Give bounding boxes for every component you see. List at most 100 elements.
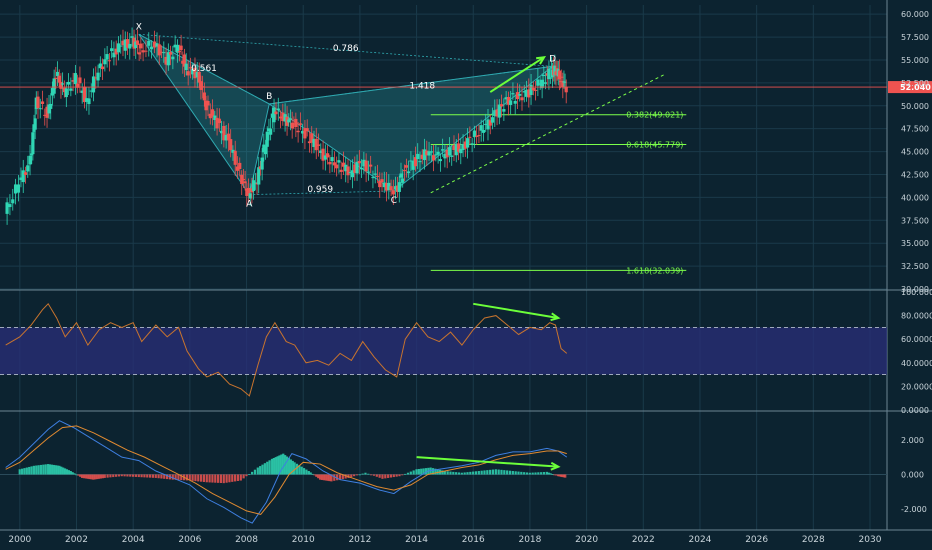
candle[interactable]: [215, 117, 219, 129]
candle[interactable]: [96, 72, 100, 81]
candle[interactable]: [210, 109, 215, 117]
candle[interactable]: [54, 77, 58, 80]
candle[interactable]: [542, 74, 546, 77]
candle[interactable]: [164, 56, 168, 65]
candle[interactable]: [94, 77, 98, 79]
signal-line[interactable]: [5, 425, 567, 515]
candle[interactable]: [513, 100, 517, 104]
candle[interactable]: [384, 182, 389, 191]
candle[interactable]: [401, 178, 405, 183]
candle[interactable]: [373, 173, 377, 175]
candle[interactable]: [150, 46, 154, 50]
candle[interactable]: [538, 83, 542, 85]
candle[interactable]: [76, 83, 80, 88]
candle[interactable]: [130, 36, 134, 38]
candle[interactable]: [263, 146, 268, 155]
candle[interactable]: [26, 165, 30, 172]
candle[interactable]: [272, 107, 276, 123]
candle[interactable]: [82, 86, 87, 103]
candle[interactable]: [447, 147, 452, 156]
candle[interactable]: [125, 39, 130, 48]
candle[interactable]: [564, 86, 568, 93]
candle[interactable]: [488, 120, 492, 126]
candle[interactable]: [310, 133, 314, 143]
candle[interactable]: [159, 51, 164, 53]
candle[interactable]: [558, 81, 563, 83]
candle[interactable]: [557, 70, 562, 80]
candle[interactable]: [346, 166, 350, 176]
candle[interactable]: [319, 150, 323, 153]
candle[interactable]: [110, 48, 114, 52]
candle[interactable]: [85, 98, 89, 102]
candle[interactable]: [292, 123, 296, 125]
candle[interactable]: [139, 43, 143, 49]
candle[interactable]: [502, 109, 506, 112]
candle[interactable]: [330, 157, 334, 162]
candle[interactable]: [222, 125, 226, 141]
candle[interactable]: [112, 52, 116, 58]
candle[interactable]: [350, 170, 355, 178]
candle[interactable]: [78, 77, 82, 84]
candle[interactable]: [427, 151, 431, 156]
candle[interactable]: [179, 45, 183, 51]
candle[interactable]: [162, 52, 166, 54]
candle[interactable]: [298, 123, 302, 125]
candle[interactable]: [360, 167, 364, 170]
candle[interactable]: [441, 149, 445, 151]
candle[interactable]: [191, 69, 195, 75]
candle[interactable]: [283, 114, 287, 122]
candle[interactable]: [353, 164, 357, 173]
candle[interactable]: [312, 138, 316, 147]
candle[interactable]: [387, 182, 391, 191]
candle[interactable]: [314, 138, 318, 151]
candle[interactable]: [105, 54, 109, 60]
candle[interactable]: [224, 134, 228, 141]
candle[interactable]: [335, 164, 339, 169]
candle[interactable]: [59, 81, 63, 89]
candle[interactable]: [305, 128, 309, 132]
candle[interactable]: [547, 68, 551, 80]
candle[interactable]: [339, 169, 343, 172]
candle[interactable]: [404, 165, 408, 168]
candle[interactable]: [134, 41, 138, 48]
candle[interactable]: [168, 52, 173, 55]
candle[interactable]: [141, 50, 145, 53]
candle[interactable]: [325, 153, 330, 158]
candle[interactable]: [484, 123, 488, 125]
candle[interactable]: [509, 100, 513, 105]
candle[interactable]: [561, 80, 565, 88]
candle[interactable]: [107, 60, 111, 62]
candle[interactable]: [534, 89, 538, 91]
candle[interactable]: [290, 122, 294, 129]
candle[interactable]: [36, 96, 40, 109]
candle[interactable]: [30, 153, 34, 156]
candle[interactable]: [40, 101, 45, 105]
candle[interactable]: [463, 141, 467, 149]
candle[interactable]: [332, 162, 336, 166]
candle[interactable]: [548, 77, 552, 79]
rsi-arrow[interactable]: [473, 302, 559, 319]
candle[interactable]: [61, 83, 65, 85]
candle[interactable]: [276, 108, 280, 111]
candle[interactable]: [321, 148, 325, 161]
candle[interactable]: [362, 159, 366, 167]
candle[interactable]: [450, 155, 454, 157]
candle[interactable]: [531, 87, 535, 91]
candle[interactable]: [294, 118, 298, 128]
candle[interactable]: [536, 79, 540, 86]
candle[interactable]: [270, 113, 274, 118]
candle[interactable]: [173, 44, 177, 48]
candle[interactable]: [181, 60, 185, 64]
candle[interactable]: [540, 79, 544, 89]
candle[interactable]: [195, 71, 199, 78]
candle[interactable]: [121, 40, 125, 46]
candle[interactable]: [182, 54, 187, 67]
candle[interactable]: [416, 153, 420, 160]
candle[interactable]: [307, 141, 312, 144]
candle[interactable]: [394, 186, 398, 190]
candle[interactable]: [380, 179, 384, 183]
candle[interactable]: [16, 184, 21, 193]
candle[interactable]: [135, 40, 140, 45]
macd-panel[interactable]: [0, 420, 887, 524]
price-arrow[interactable]: [489, 56, 545, 93]
